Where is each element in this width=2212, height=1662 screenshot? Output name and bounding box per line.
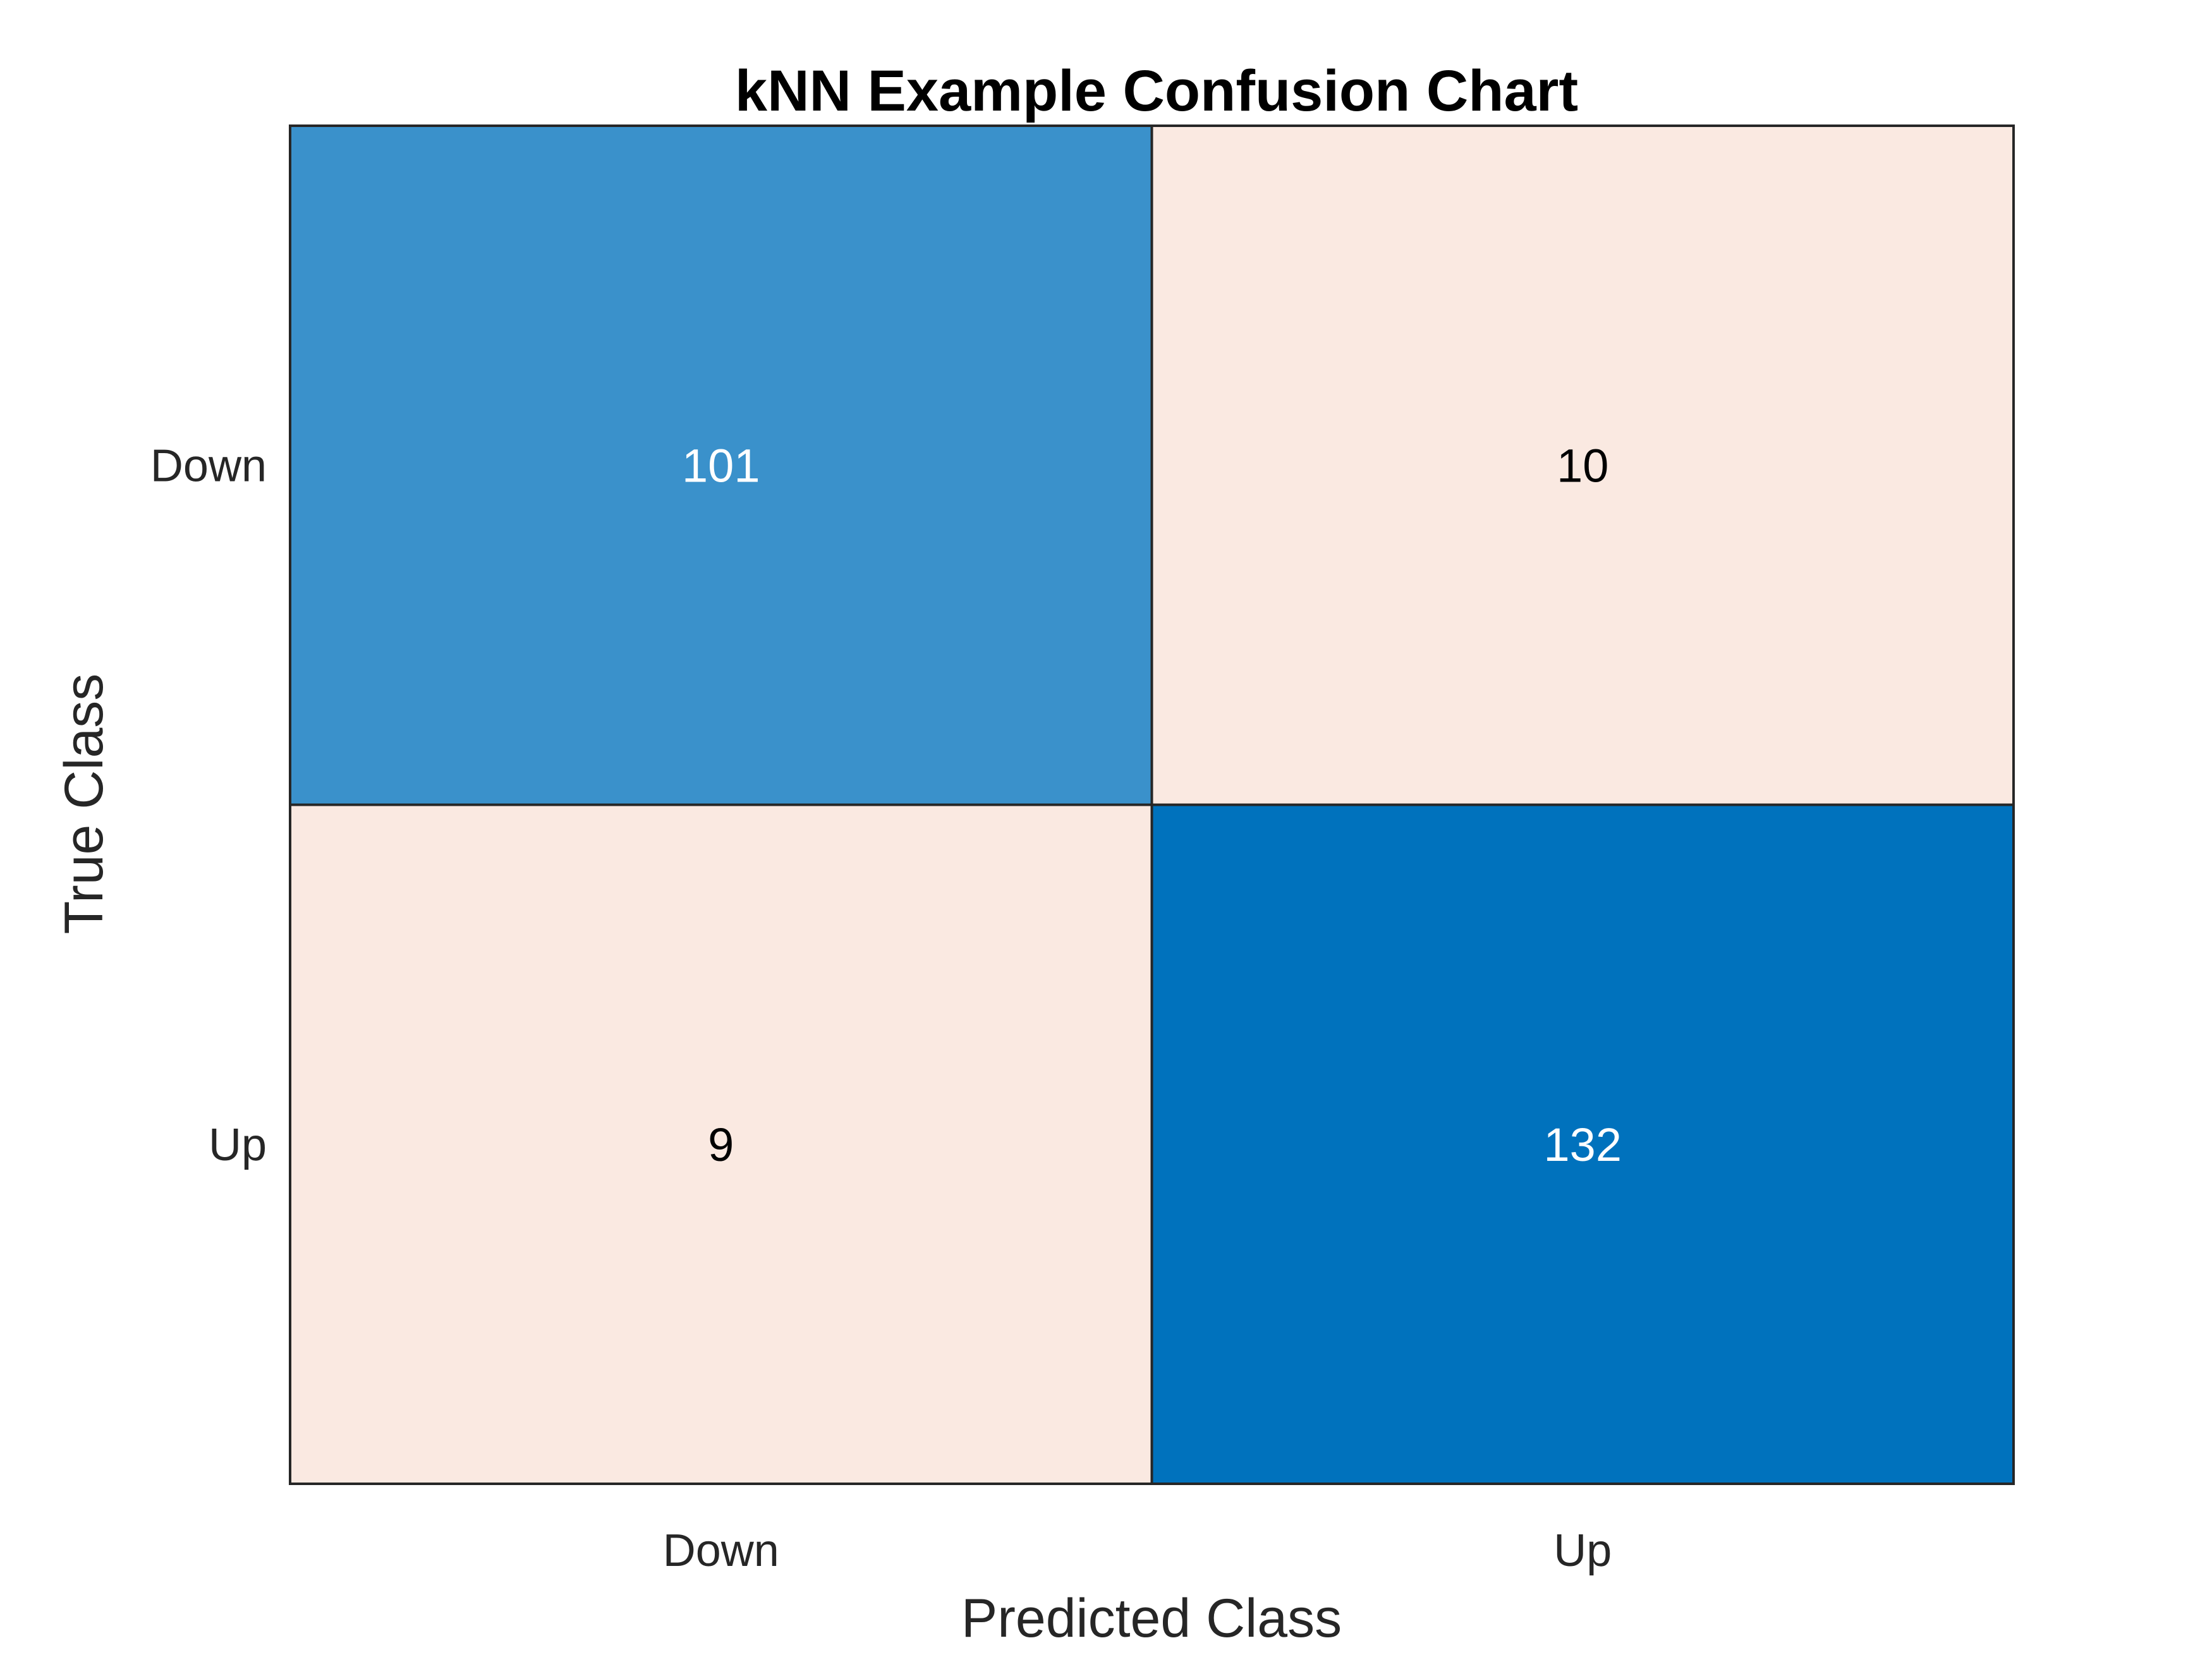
cell-down-up [1150,124,2015,806]
confusion-matrix-cell-labels: 101 10 9 132 [682,439,1622,1171]
y-tick-labels: Down Up [150,440,267,1170]
x-tick-labels: Down Up [663,1526,1612,1576]
chart-title: kNN Example Confusion Chart [735,59,1578,123]
confusion-matrix-cells [289,124,2015,1485]
plot-border [289,124,2015,1485]
x-tick-label-down: Down [663,1526,779,1576]
y-tick-label-up: Up [209,1120,267,1170]
x-axis-label: Predicted Class [961,1588,1342,1649]
cell-value-up-up: 132 [1544,1119,1622,1171]
cell-down-down [289,124,1153,806]
cell-value-down-up: 10 [1557,439,1608,492]
cell-up-up [1150,803,2015,1485]
cell-value-up-down: 9 [708,1119,734,1171]
x-tick-label-up: Up [1553,1526,1612,1576]
cell-up-down [289,803,1153,1485]
y-axis-label: True Class [54,674,114,935]
y-tick-label-down: Down [150,440,267,491]
cell-value-down-down: 101 [682,439,760,492]
